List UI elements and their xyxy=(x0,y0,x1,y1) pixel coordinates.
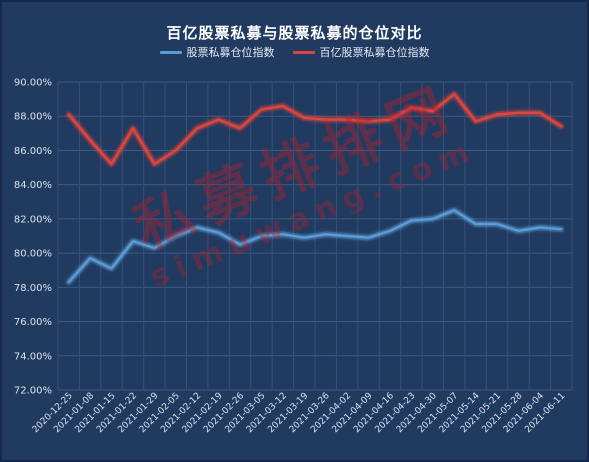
series-2-point xyxy=(239,127,241,130)
series-2-point xyxy=(110,163,113,166)
series-1-point xyxy=(538,226,541,229)
series-2-point xyxy=(260,108,263,111)
y-tick-label: 86.00% xyxy=(14,146,52,157)
y-tick-label: 84.00% xyxy=(14,180,52,191)
series-1-point xyxy=(89,257,92,260)
legend-item-series-2: 百亿股票私募仓位指数 xyxy=(292,44,430,60)
y-tick-label: 90.00% xyxy=(14,78,52,89)
series-1-point xyxy=(346,235,349,237)
series-2-point xyxy=(474,120,477,123)
series-1-point xyxy=(324,233,327,236)
series-1-point xyxy=(153,247,156,249)
series-2-point xyxy=(132,127,134,130)
y-tick-label: 82.00% xyxy=(14,214,52,225)
legend-item-series-1: 股票私募仓位指数 xyxy=(159,44,275,60)
y-tick-label: 76.00% xyxy=(14,317,52,328)
y-tick-label: 80.00% xyxy=(14,249,52,260)
series-2-point xyxy=(538,111,541,114)
series-1-point xyxy=(281,233,284,236)
chart-title: 百亿股票私募与股票私募的仓位对比 xyxy=(166,24,423,42)
series-1-point xyxy=(431,217,434,220)
series-1-point xyxy=(560,228,563,231)
series-2-point xyxy=(89,139,92,142)
series-2-point xyxy=(303,117,306,119)
series-1-point xyxy=(453,209,456,212)
series-2-point xyxy=(517,111,520,114)
series-1-point xyxy=(174,235,177,237)
series-1-point xyxy=(517,229,520,232)
series-2-point xyxy=(560,125,563,128)
y-tick-label: 78.00% xyxy=(14,283,52,294)
series-line-2 xyxy=(67,92,563,166)
y-tick-label: 72.00% xyxy=(14,386,52,397)
series-2-point xyxy=(410,106,413,109)
series-2-point xyxy=(453,93,456,95)
series-1-point xyxy=(496,223,498,225)
series-2-point xyxy=(346,118,349,121)
series-1-point xyxy=(303,236,306,239)
y-tick-label: 88.00% xyxy=(14,112,52,123)
series-1-point xyxy=(132,240,134,243)
legend-swatch-series-1 xyxy=(159,50,182,54)
series-2-point xyxy=(174,149,177,152)
series-1-point xyxy=(110,267,113,270)
series-2-point xyxy=(496,113,498,116)
series-2-point xyxy=(367,120,370,123)
series-1-point xyxy=(67,281,70,284)
series-1-point xyxy=(239,243,241,246)
series-2-point xyxy=(389,118,391,121)
series-1-point xyxy=(196,226,199,229)
legend-label-series-2: 百亿股票私募仓位指数 xyxy=(319,46,430,59)
series-1-point xyxy=(260,235,263,237)
legend-label-series-1: 股票私募仓位指数 xyxy=(186,46,275,59)
y-tick-label: 74.00% xyxy=(14,351,52,362)
series-1-point xyxy=(474,223,477,225)
series-1-point xyxy=(410,219,413,222)
series-2-point xyxy=(324,118,327,121)
series-2-point xyxy=(217,118,220,121)
series-1-point xyxy=(217,231,220,234)
chart-legend: 股票私募仓位指数 百亿股票私募仓位指数 xyxy=(0,44,589,60)
series-1-point xyxy=(367,236,370,239)
series-2-point xyxy=(431,110,434,112)
series-2-point xyxy=(281,105,284,107)
series-1-point xyxy=(389,229,391,232)
series-2-point xyxy=(196,127,199,130)
series-2-point xyxy=(153,163,156,166)
legend-swatch-series-2 xyxy=(292,50,315,54)
series-2-point xyxy=(67,113,70,116)
series-line-1 xyxy=(67,209,563,284)
